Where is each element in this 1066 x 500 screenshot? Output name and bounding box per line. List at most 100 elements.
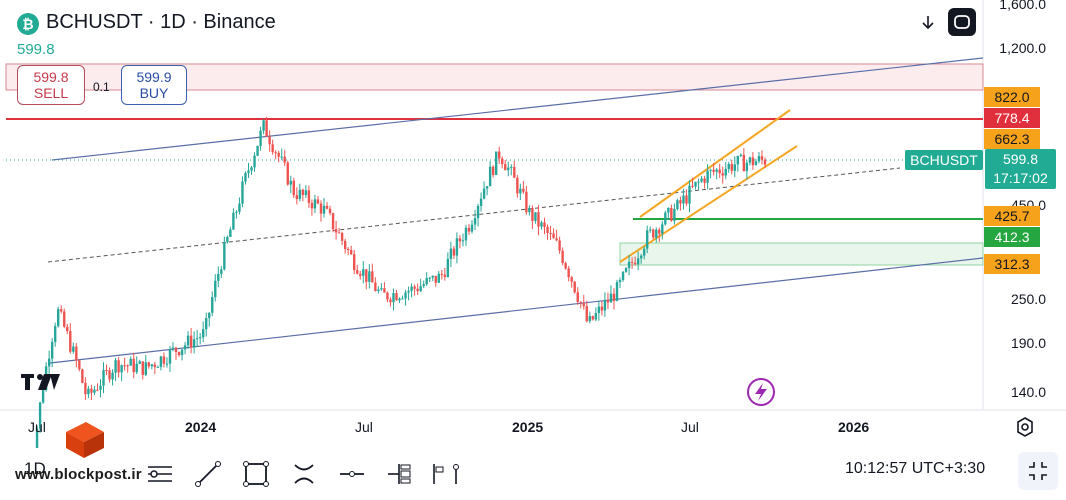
candle-body [132, 358, 135, 373]
candle-body [410, 286, 413, 291]
candle-body [201, 329, 205, 338]
price-label-312[interactable]: 312.3 [984, 254, 1040, 274]
price-label-412[interactable]: 412.3 [984, 227, 1040, 247]
candle-body [195, 338, 199, 340]
settings-gear-icon[interactable] [1015, 417, 1035, 442]
candle-body [633, 262, 637, 265]
candle-body [443, 274, 447, 277]
candle-body [286, 162, 289, 185]
cursor-tool-button[interactable] [142, 458, 178, 490]
candle-body [446, 258, 450, 277]
fullscreen-button[interactable] [1018, 452, 1058, 490]
watermark-logo-icon [64, 418, 106, 463]
price-label-662[interactable]: 662.3 [984, 129, 1040, 149]
candle-body [437, 273, 440, 283]
candle-body [223, 242, 226, 270]
price-label-822[interactable]: 822.0 [984, 87, 1040, 107]
candle-body [129, 358, 132, 366]
candle-body [362, 269, 365, 276]
candle-body [606, 299, 610, 303]
candle-body [588, 316, 592, 322]
fib-tool-button[interactable] [286, 458, 322, 490]
chart-title[interactable]: BCHUSDT · 1D · Binance [46, 11, 276, 33]
candle-body [739, 154, 743, 156]
support-zone[interactable] [619, 242, 984, 266]
candle-body [434, 275, 437, 283]
price-tick: 250.0 [1010, 291, 1046, 307]
candle-body [41, 390, 45, 403]
candle-body [422, 284, 425, 287]
candle-body [60, 309, 63, 312]
candle-body [322, 205, 326, 214]
candle-body [697, 181, 700, 183]
price-tick: 1,600.0 [999, 0, 1046, 12]
candle-body [670, 207, 673, 221]
candle-body [715, 169, 718, 172]
candle-body [99, 385, 102, 390]
candle-body [549, 232, 552, 234]
clock-display[interactable]: 10:12:57 UTC+3:30 [845, 460, 986, 477]
candle-body [174, 347, 178, 353]
candle-body [522, 188, 525, 192]
interval-button[interactable]: 1D [24, 459, 46, 478]
candle-body [35, 428, 39, 459]
time-tick: Jul [681, 419, 699, 435]
candle-body [531, 208, 534, 221]
candle-body [398, 298, 401, 301]
candle-body [552, 233, 555, 239]
candle-body [685, 195, 688, 204]
candle-body [661, 224, 664, 234]
rectangle-tool-button[interactable] [238, 458, 274, 490]
candle-body [706, 170, 709, 183]
channel-midline[interactable] [47, 167, 901, 263]
candle-body [667, 207, 670, 213]
candle-body [528, 208, 531, 213]
candle-body [600, 306, 604, 311]
channel-lower-line[interactable] [49, 257, 984, 364]
candle-body [612, 293, 616, 301]
candle-body [652, 229, 655, 238]
time-tick: 2024 [185, 419, 217, 435]
candle-body [96, 389, 99, 391]
candle-body [488, 166, 492, 187]
price-label-778[interactable]: 778.4 [984, 108, 1040, 128]
candle-body [380, 288, 383, 290]
candle-body [627, 261, 631, 269]
candle-body [389, 299, 392, 303]
candle-body [497, 151, 501, 159]
flash-icon[interactable] [747, 378, 775, 406]
candle-body [597, 306, 601, 314]
candle-body [47, 358, 51, 367]
long-position-tool-button[interactable] [382, 458, 418, 490]
sell-button[interactable]: 599.8 SELL [17, 65, 85, 105]
candle-body [567, 268, 570, 278]
candle-body [691, 185, 694, 187]
horizontal-line-tool-button[interactable] [334, 458, 370, 490]
time-tick: 2025 [512, 419, 544, 435]
candle-body [603, 299, 607, 311]
rising-channel-upper[interactable] [639, 109, 791, 218]
candle-body [712, 169, 715, 172]
candle-body [153, 364, 157, 368]
arrow-down-icon [922, 16, 934, 30]
candle-body [377, 289, 380, 292]
channel-upper-line[interactable] [51, 57, 984, 161]
price-label-425[interactable]: 425.7 [984, 206, 1040, 226]
rising-channel-lower[interactable] [619, 145, 798, 263]
candle-body [135, 363, 138, 373]
candle-body [679, 200, 682, 204]
candle-body [682, 195, 685, 204]
buy-label: BUY [139, 85, 169, 101]
candle-body [519, 188, 522, 194]
fullscreen-toggle-button[interactable] [948, 8, 976, 36]
candle-body [368, 271, 371, 282]
candle-body [325, 205, 329, 209]
candle-body [491, 166, 495, 175]
trend-line-tool-button[interactable] [190, 458, 226, 490]
candle-body [676, 200, 679, 209]
download-button[interactable] [914, 8, 942, 36]
candle-body [253, 155, 256, 168]
candle-body [256, 145, 259, 156]
pitchfork-tool-button[interactable] [426, 458, 462, 490]
buy-button[interactable]: 599.9 BUY [121, 65, 187, 105]
